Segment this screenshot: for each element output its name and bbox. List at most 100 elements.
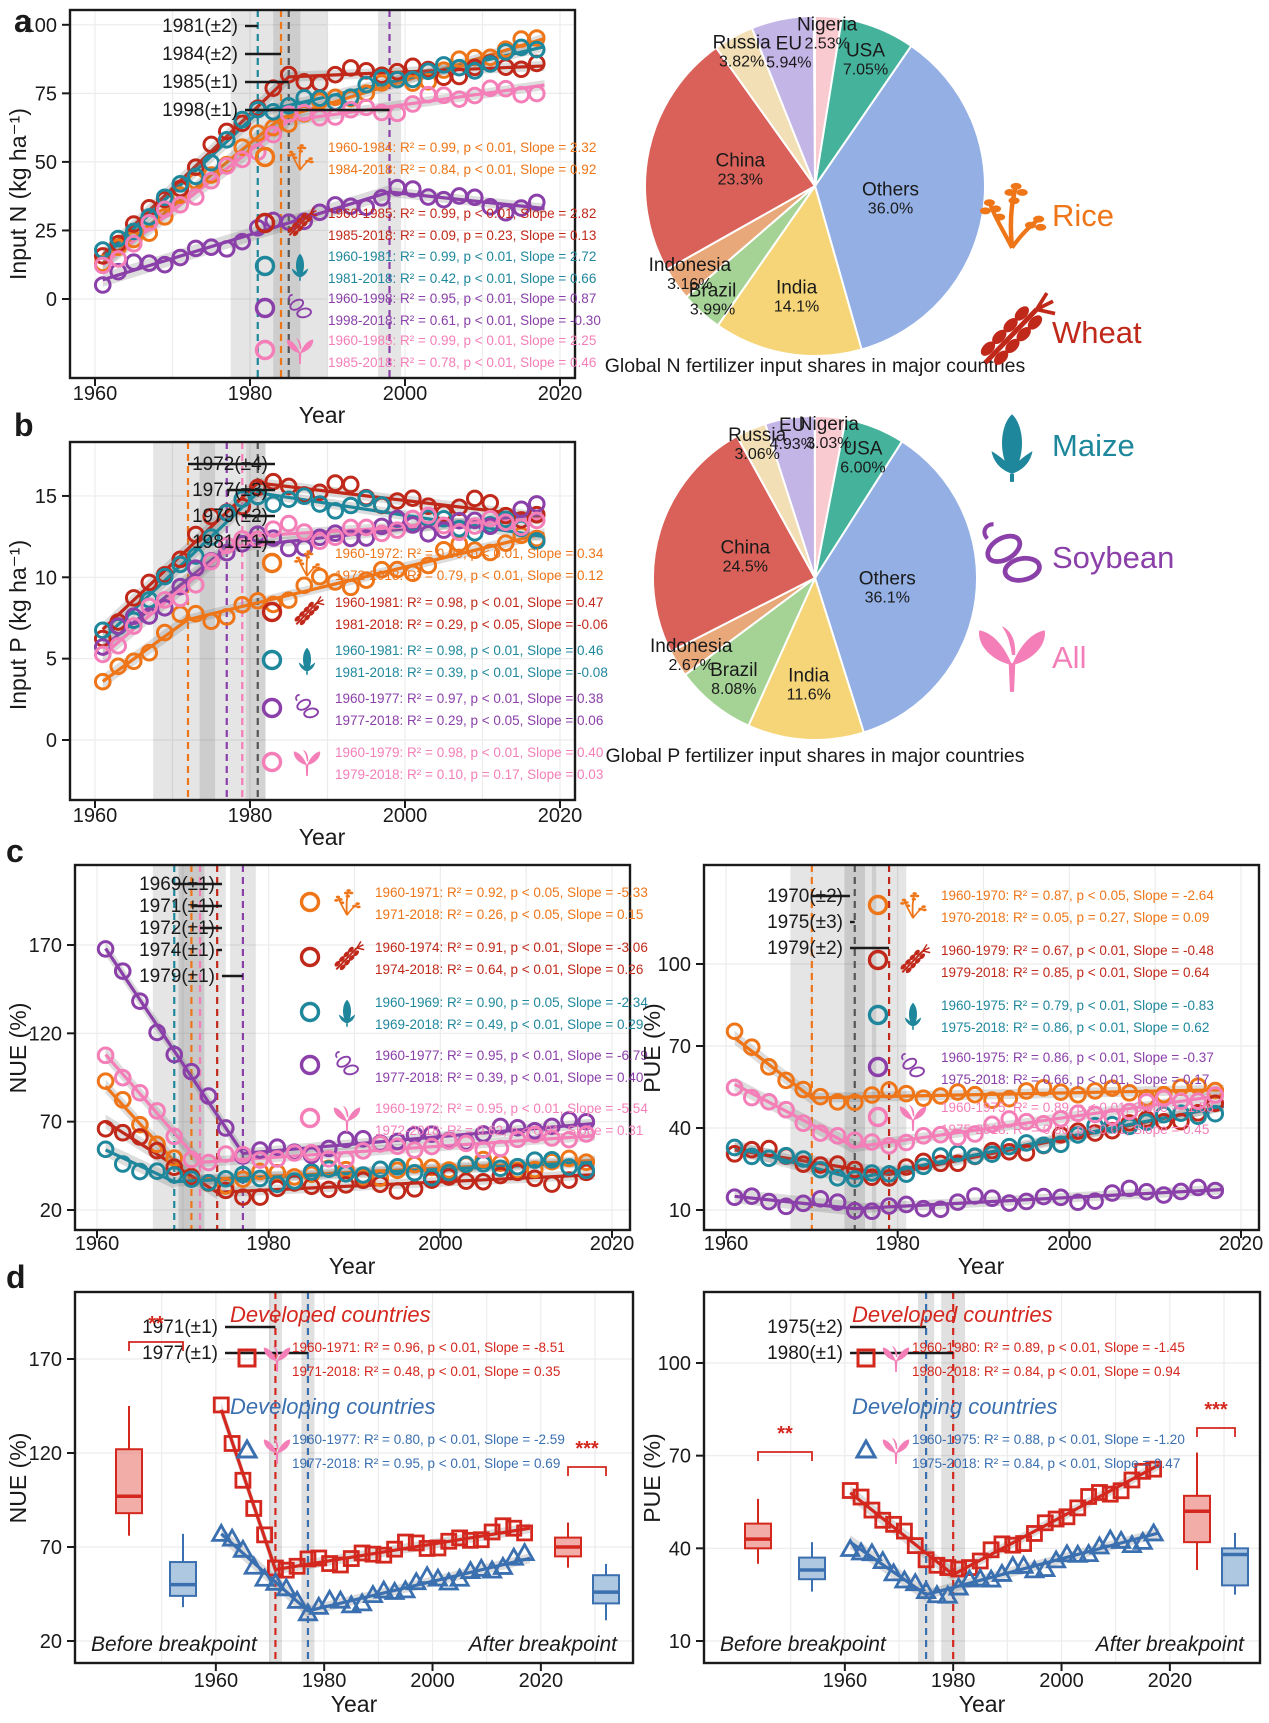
svg-text:50: 50	[35, 152, 57, 174]
scatter-point	[474, 1141, 493, 1159]
svg-text:1971(±1): 1971(±1)	[139, 896, 215, 917]
scatter-point	[1069, 1085, 1087, 1104]
svg-text:Developing countries: Developing countries	[230, 1394, 435, 1419]
scatter-point	[371, 1169, 390, 1187]
scatter-point	[1120, 1102, 1139, 1121]
scatter-point	[1172, 1182, 1190, 1201]
scatter-point	[983, 1145, 1001, 1163]
scatter-point	[131, 992, 149, 1010]
scatter-point	[1051, 1188, 1070, 1207]
svg-text:1980(±1): 1980(±1)	[767, 1343, 843, 1364]
scatter-point	[286, 1589, 308, 1609]
svg-text:Developed countries: Developed countries	[230, 1302, 431, 1327]
scatter-point	[1069, 1499, 1087, 1517]
scatter-point	[337, 1130, 355, 1149]
scatter-point	[725, 1078, 744, 1097]
legend-ring-marker	[261, 649, 283, 671]
svg-text:1960-1971: R² = 0.96, p < 0.01: 1960-1971: R² = 0.96, p < 0.01, Slope = …	[292, 1340, 565, 1355]
svg-text:1960-1985: R² = 0.99, p < 0.01: 1960-1985: R² = 0.99, p < 0.01, Slope = …	[328, 333, 596, 348]
svg-text:Brazil: Brazil	[710, 660, 758, 681]
scatter-point	[931, 1154, 950, 1173]
scatter-point	[1051, 1126, 1070, 1144]
scatter-point	[481, 48, 500, 67]
scatter-point	[268, 1175, 287, 1194]
scatter-point	[403, 489, 422, 507]
scatter-point	[1154, 1186, 1173, 1204]
scatter-point	[186, 604, 205, 623]
scatter-point	[527, 193, 546, 212]
svg-text:Global P fertilizer input shar: Global P fertilizer input shares in majo…	[605, 745, 1024, 767]
svg-text:1977-2018: R² = 0.29, p < 0.05: 1977-2018: R² = 0.29, p < 0.05, Slope = …	[335, 713, 603, 728]
scatter-point	[113, 1091, 132, 1109]
scatter-point	[777, 1197, 795, 1216]
trend-line	[101, 481, 545, 631]
soybean-icon	[982, 522, 1042, 583]
scatter-point	[357, 529, 376, 547]
svg-text:2.67%: 2.67%	[669, 657, 714, 674]
scatter-point	[171, 248, 190, 267]
scatter-point	[96, 1072, 115, 1090]
svg-text:10: 10	[35, 567, 57, 589]
scatter-point	[342, 1550, 360, 1567]
scatter-point	[364, 1545, 382, 1563]
scatter-point	[405, 1141, 424, 1159]
scatter-point	[516, 1524, 534, 1542]
scatter-point	[186, 559, 205, 577]
scatter-point	[465, 86, 484, 105]
significance-bracket	[1196, 1427, 1236, 1437]
scatter-point	[896, 1522, 913, 1540]
scatter-point	[1086, 1192, 1104, 1210]
svg-text:2000: 2000	[418, 1233, 463, 1255]
svg-text:1985-2018: R² = 0.78, p < 0.01: 1985-2018: R² = 0.78, p < 0.01, Slope = …	[328, 355, 596, 370]
legend-ring-marker	[254, 255, 276, 277]
scatter-point	[326, 528, 345, 547]
scatter-point	[1154, 1089, 1173, 1107]
svg-text:1984(±2): 1984(±2)	[162, 44, 238, 65]
svg-text:1960-1974: R² = 0.91, p < 0.01: 1960-1974: R² = 0.91, p < 0.01, Slope = …	[375, 940, 648, 955]
scatter-point	[481, 509, 500, 528]
svg-text:1980: 1980	[246, 1233, 291, 1255]
scatter-point	[256, 1526, 273, 1544]
scatter-point	[440, 1163, 458, 1182]
scatter-point	[1137, 1113, 1156, 1131]
scatter-point	[295, 576, 314, 595]
scatter-point	[96, 940, 115, 958]
triangle-marker	[235, 1437, 259, 1459]
scatter-point	[319, 1180, 338, 1199]
svg-text:1979-2018: R² = 0.10, p = 0.17: 1979-2018: R² = 0.10, p = 0.17, Slope = …	[335, 767, 603, 782]
svg-text:1985(±1): 1985(±1)	[162, 72, 238, 93]
svg-text:1960-1969: R² = 0.90, p = 0.05: 1960-1969: R² = 0.90, p = 0.05, Slope = …	[375, 995, 648, 1010]
scatter-point	[216, 1145, 235, 1163]
scatter-point	[124, 222, 143, 241]
scatter-point	[863, 1133, 881, 1151]
svg-text:1980: 1980	[931, 1670, 976, 1692]
scatter-point	[1056, 1542, 1078, 1563]
svg-text:1960-1970: R² = 0.87, p < 0.05: 1960-1970: R² = 0.87, p < 0.05, Slope = …	[941, 888, 1214, 903]
svg-text:100: 100	[24, 15, 57, 37]
scatter-point	[1172, 1112, 1190, 1131]
svg-text:Year: Year	[299, 402, 346, 428]
pie-slice-eu	[750, 14, 816, 187]
scatter-point	[234, 1471, 252, 1489]
scatter-point	[372, 496, 391, 514]
svg-text:8.08%: 8.08%	[711, 681, 756, 698]
scatter-point	[405, 1164, 424, 1182]
scatter-point	[354, 1130, 372, 1148]
scatter-point	[863, 1202, 881, 1221]
scatter-point	[310, 483, 329, 502]
svg-text:c: c	[6, 833, 24, 869]
legend-ring-marker	[299, 891, 321, 913]
svg-text:1960-1975: R² = 0.88, p < 0.01: 1960-1975: R² = 0.88, p < 0.01, Slope = …	[912, 1432, 1185, 1447]
scatter-point	[1034, 1114, 1053, 1133]
scatter-point	[422, 1125, 441, 1144]
scatter-point	[863, 1086, 881, 1104]
scatter-point	[1206, 1181, 1225, 1200]
svg-text:1960: 1960	[75, 1233, 120, 1255]
scatter-point	[165, 1127, 184, 1146]
svg-text:1960-1981: R² = 0.98, p < 0.01: 1960-1981: R² = 0.98, p < 0.01, Slope = …	[335, 643, 603, 658]
pie-slice-india	[747, 575, 866, 742]
scatter-point	[1026, 1525, 1043, 1542]
scatter-point	[931, 1200, 950, 1219]
